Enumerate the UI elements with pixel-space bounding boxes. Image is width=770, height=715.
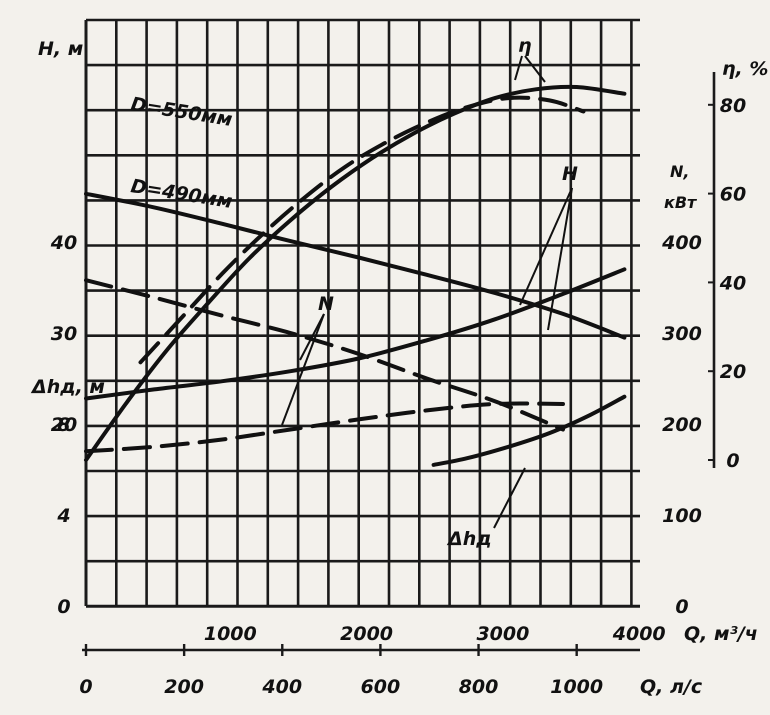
curve-head-d490: [84, 278, 565, 432]
curve-head-d550: [84, 191, 627, 340]
x-secondary-tick-label: 800: [459, 676, 499, 698]
curve-efficiency-d550: [84, 84, 627, 462]
y-power-axis-label: N,: [670, 162, 689, 181]
annotation-npsh: Δhд: [446, 528, 492, 550]
curve-npsh-d550: [431, 394, 627, 467]
y-power-axis-unit: кВт: [664, 193, 698, 212]
x-secondary-tick-label: 1000: [550, 676, 603, 698]
y-efficiency-tick-label: 20: [720, 361, 746, 383]
x-primary-tick-label: 4000: [612, 623, 666, 645]
y-power-tick-label: 100: [662, 505, 702, 527]
y-head-tick-label: 20: [51, 414, 77, 436]
annotation-leader-line: [493, 467, 526, 529]
x-primary-axis-label: Q, м³/ч: [684, 623, 758, 645]
annotation-d550: D=550мм: [129, 93, 234, 131]
annotation-power: N: [318, 293, 334, 315]
y-power-tick-label: 200: [662, 414, 702, 436]
y-npsh-tick-label: 4: [56, 505, 70, 527]
annotation-leader-line: [547, 187, 573, 331]
x-secondary-tick-label: 600: [361, 676, 401, 698]
curve-efficiency-d490: [138, 95, 586, 365]
y-efficiency-tick-label: 0: [726, 450, 739, 472]
y-power-tick-label: 300: [662, 323, 702, 345]
y-efficiency-tick-label: 40: [719, 272, 746, 294]
annotation-leader-line: [524, 55, 546, 83]
x-primary-tick-label: 1000: [204, 623, 257, 645]
y-efficiency-tick-label: 80: [720, 95, 746, 117]
annotation-leader-line: [299, 313, 325, 361]
x-secondary-tick-label: 0: [79, 676, 92, 698]
y-head-axis-label: H, м: [38, 38, 83, 60]
y-head-tick-label: 30: [51, 323, 77, 345]
x-primary-tick-label: 2000: [340, 623, 393, 645]
y-npsh-tick-label: 8: [57, 414, 70, 436]
y-efficiency-tick-label: 60: [720, 184, 746, 206]
leader-lines: [281, 55, 573, 529]
annotation-efficiency: η: [518, 35, 532, 57]
x-primary-tick-label: 3000: [476, 623, 529, 645]
y-head-tick-label: 40: [50, 232, 77, 254]
x-secondary-tick-label: 200: [164, 676, 204, 698]
annotation-leader-line: [519, 187, 573, 306]
annotation-leader-line: [514, 55, 523, 81]
x-secondary-tick-label: 400: [261, 676, 302, 698]
chart-curves: [84, 84, 627, 467]
annotation-head: H: [562, 163, 578, 185]
curve-power-d550: [84, 267, 627, 401]
y-npsh-tick-label: 0: [57, 596, 70, 618]
y-npsh-axis-label: Δhд, м: [30, 376, 105, 398]
y-efficiency-axis-label: η, %: [722, 58, 768, 80]
y-power-tick-label: 400: [661, 232, 702, 254]
annotation-leader-line: [281, 313, 325, 426]
y-power-tick-label: 0: [675, 596, 688, 618]
x-secondary-axis-label: Q, л/с: [640, 676, 703, 698]
curve-power-d490: [84, 401, 565, 454]
chart-grid: [82, 18, 716, 652]
